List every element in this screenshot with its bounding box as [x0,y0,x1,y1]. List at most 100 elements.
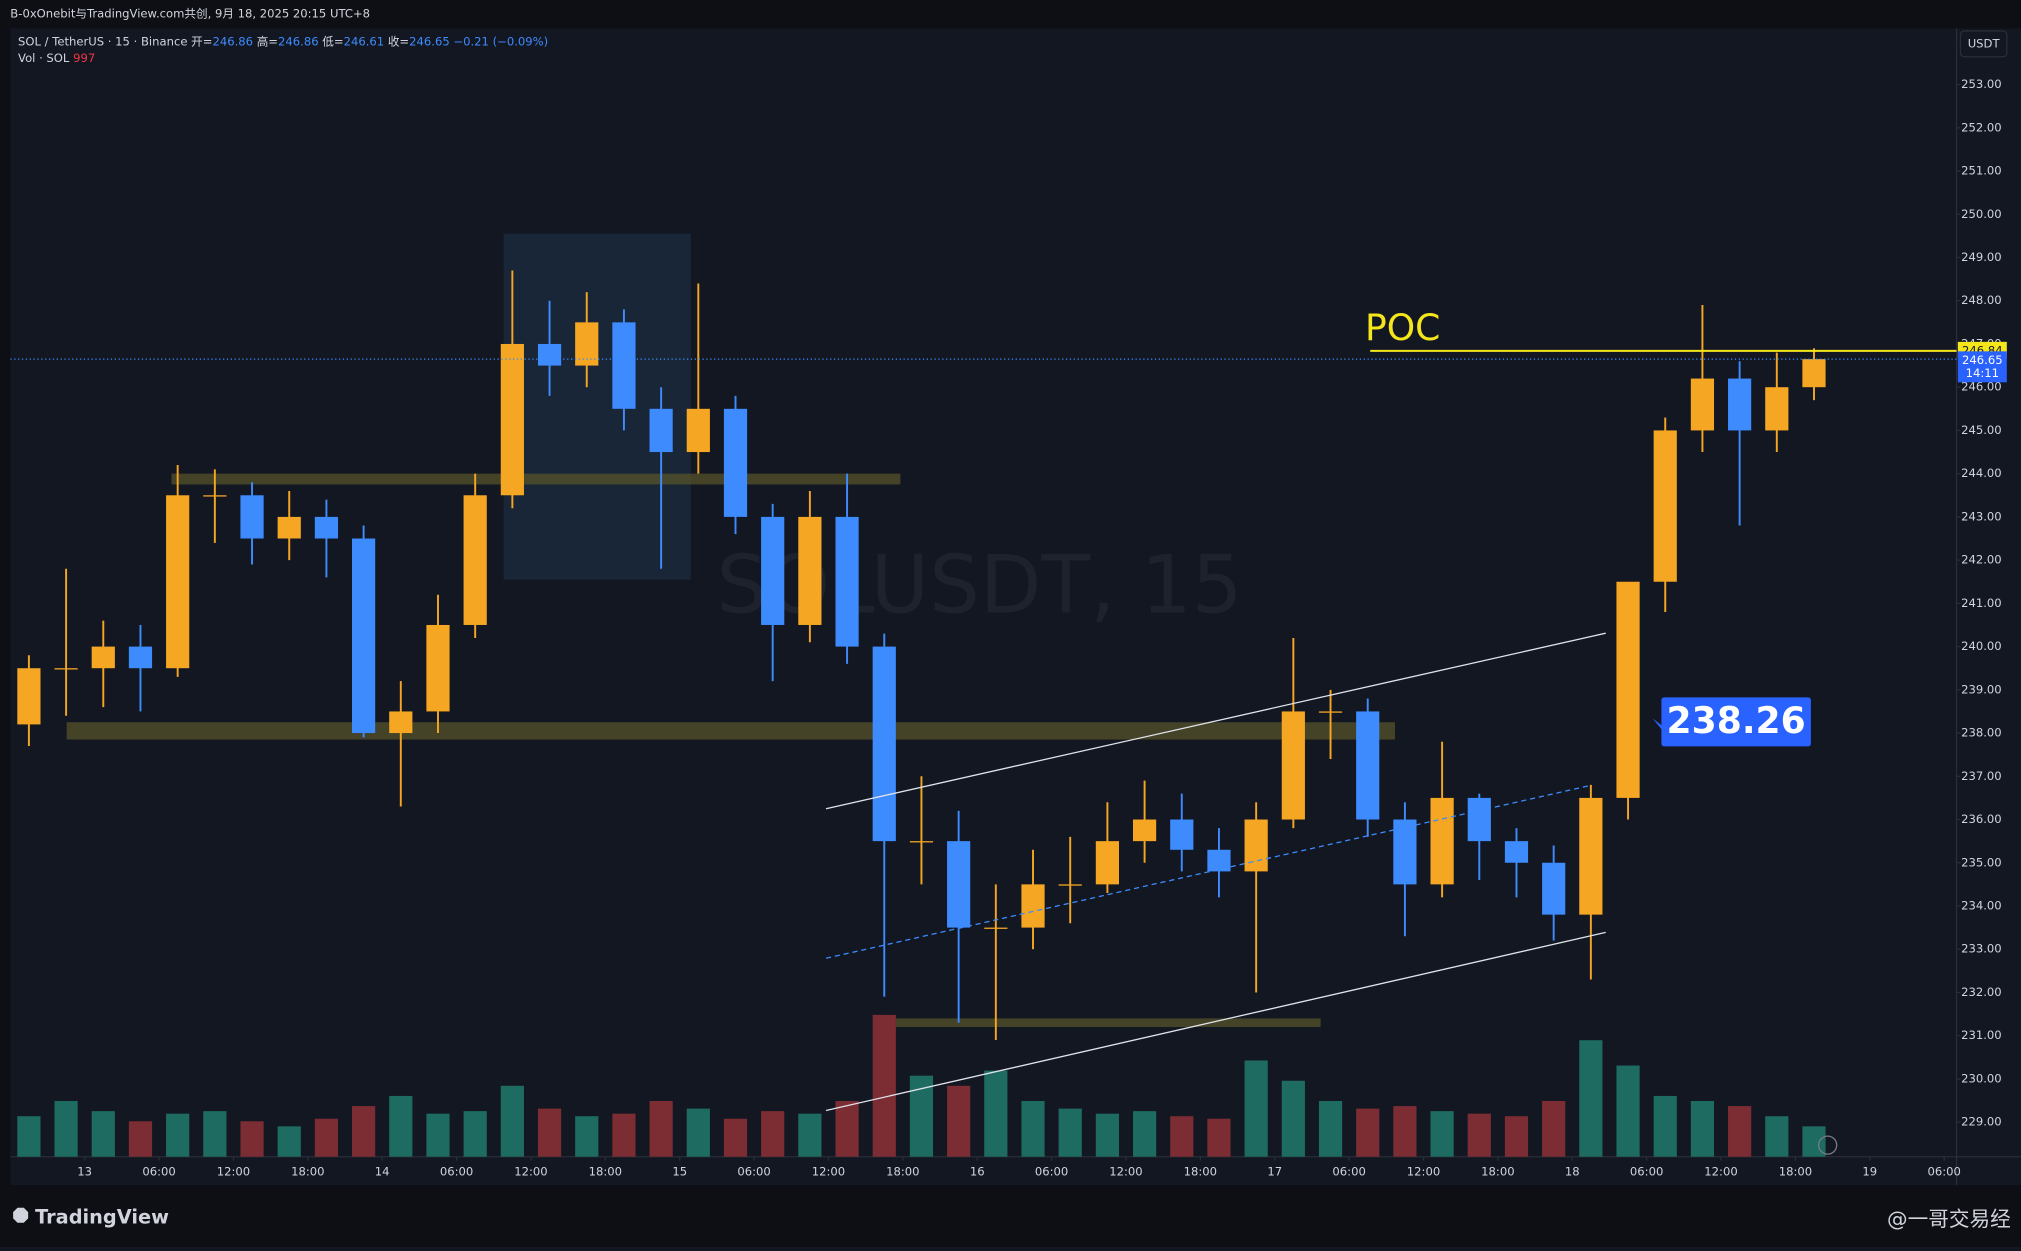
volume-bar [17,1116,41,1157]
candle-body [389,711,413,734]
y-tick-label: 233.00 [1961,942,2002,956]
x-tick-label: 17 [1267,1165,1282,1179]
volume-bar [1281,1080,1305,1157]
volume-bar [872,1014,896,1157]
volume-bar [54,1101,78,1157]
volume-bar [1616,1065,1640,1157]
x-tick-label: 06:00 [1630,1165,1663,1179]
y-tick-label: 253.00 [1961,77,2002,91]
candle-body [1690,378,1715,431]
y-tick-label: 229.00 [1961,1115,2002,1129]
volume-bar [649,1101,673,1157]
volume-bar [1318,1101,1343,1157]
candle-body [1170,819,1194,850]
x-tick-label: 12:00 [1704,1165,1737,1179]
y-tick-label: 240.00 [1961,639,2002,653]
candle-body [1504,841,1529,863]
zone [889,1018,1321,1028]
x-tick-label: 19 [1862,1165,1877,1179]
x-tick-label: 12:00 [514,1165,547,1179]
candle-body [1430,797,1454,885]
candle-body [1207,849,1231,872]
candle-body [500,343,524,496]
x-tick-label: 06:00 [142,1165,175,1179]
y-tick-label: 252.00 [1961,120,2002,134]
volume-bar [575,1116,599,1157]
volume-bar [463,1111,487,1157]
change: −0.21 (−0.09%) [453,34,548,48]
y-tick-label: 232.00 [1961,985,2002,999]
x-tick-label: 18:00 [1481,1165,1514,1179]
zone [171,473,901,485]
ohlc-label: 开= [191,34,212,48]
price-axis-bg [1956,28,2021,1186]
volume-bar [723,1118,748,1157]
legend: SOL / TetherUS · 15 · Binance 开=246.86 高… [18,34,548,48]
candle-body [984,927,1008,929]
volume-bar [1504,1116,1529,1157]
icon[interactable] [1817,1135,1838,1155]
range-box [503,233,691,580]
watermark: SOLUSDT, 15 [716,539,1242,632]
volume-bar [1393,1106,1417,1157]
volume-bar [166,1113,190,1157]
y-tick-label: 251.00 [1961,164,2002,178]
candle-body [761,516,785,625]
x-tick-label: 18:00 [291,1165,324,1179]
volume-bar [909,1075,934,1157]
volume-bar [686,1108,710,1157]
y-tick-label: 234.00 [1961,898,2002,912]
volume-bar [612,1113,636,1157]
volume-bar [798,1113,822,1157]
volume-bar [91,1111,115,1157]
y-tick-label: 239.00 [1961,682,2002,696]
y-tick-label: 250.00 [1961,207,2002,221]
volume-bar [1765,1116,1789,1157]
candle-body [575,322,599,366]
ohlc-label: 高= [257,34,278,48]
candle-body [1393,819,1417,885]
y-tick-label: 243.00 [1961,509,2002,523]
y-tick-label: 230.00 [1961,1071,2002,1085]
candle-body [798,516,822,625]
x-tick-label: 15 [672,1165,687,1179]
candle-body [203,495,227,497]
candle-body [463,495,487,625]
volume-label: Vol · SOL [18,51,70,65]
x-tick-label: 06:00 [1035,1165,1068,1179]
volume-bar [1430,1111,1454,1157]
brand: ⯃ TradingView [13,1205,169,1228]
candle-body [1765,387,1789,431]
candle-body [166,495,190,669]
x-tick-label: 18 [1565,1165,1580,1179]
candle-body [612,322,636,409]
volume-legend: Vol · SOL 997 [18,51,95,65]
y-tick-label: 248.00 [1961,293,2002,307]
y-tick-label: 237.00 [1961,769,2002,783]
y-tick-label: 231.00 [1961,1028,2002,1042]
x-tick-label: 14 [375,1165,390,1179]
x-tick-label: 12:00 [812,1165,845,1179]
volume-bar [1021,1101,1045,1157]
y-tick-label: 244.00 [1961,466,2002,480]
candle-body [1542,862,1566,915]
candle-body [314,516,339,539]
volume-bar [1095,1113,1119,1157]
candle-body [947,841,971,928]
candle-body [1095,841,1119,885]
volume-bar [537,1108,562,1157]
currency-box [1959,30,2008,58]
candle-body [537,343,562,366]
candle-body [1579,797,1603,915]
channel-line [825,931,1606,1112]
volume-bar [426,1113,450,1157]
ohlc-value: 246.86 [278,34,319,48]
callout-label: 238.26 [1667,700,1806,742]
x-tick-label: 06:00 [1332,1165,1365,1179]
y-tick-label: 245.00 [1961,423,2002,437]
candle-body [352,538,376,734]
x-tick-label: 12:00 [217,1165,250,1179]
y-tick-label: 246.00 [1961,380,2002,394]
candle-body [426,624,450,712]
